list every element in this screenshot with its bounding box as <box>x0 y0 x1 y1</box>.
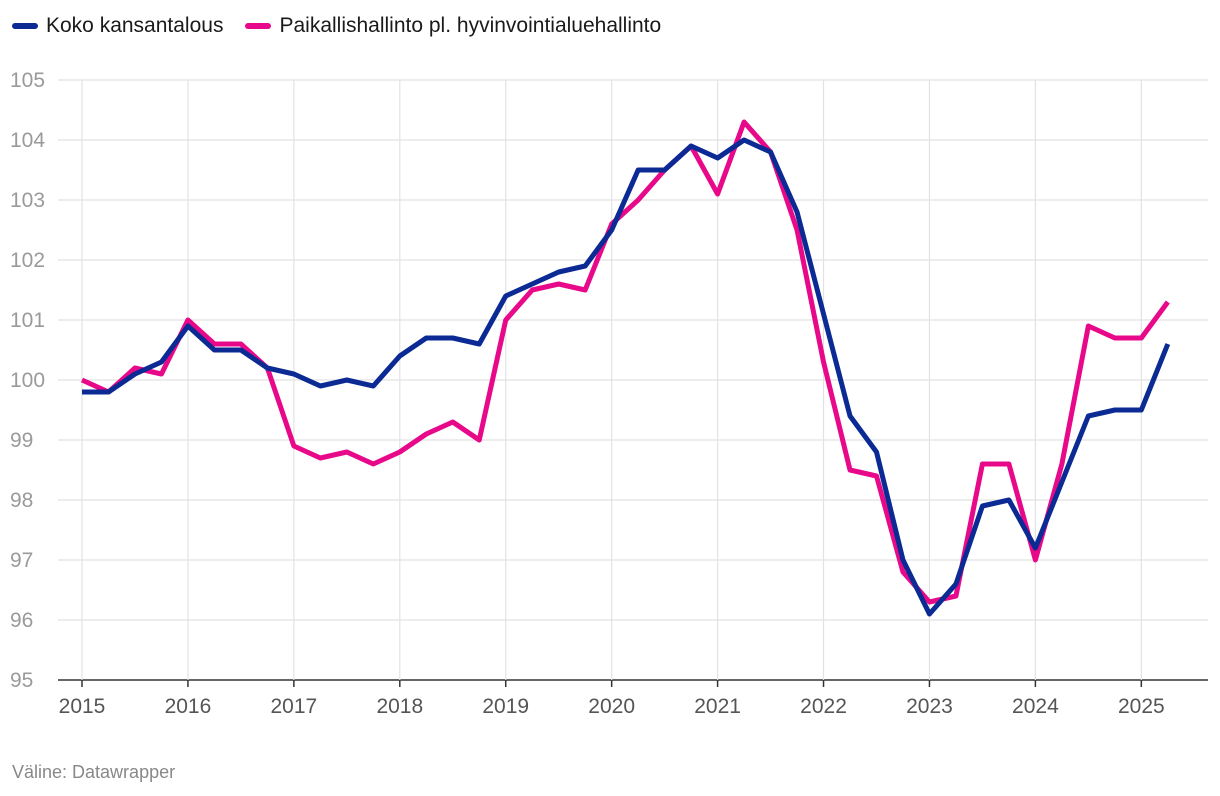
x-tick-label: 2025 <box>1118 695 1165 718</box>
x-tick-label: 2020 <box>588 695 635 718</box>
y-tick-label: 98 <box>10 489 33 512</box>
legend-item-paikallishallinto: Paikallishallinto pl. hyvinvointialuehal… <box>245 14 661 38</box>
legend-item-koko-kansantalous: Koko kansantalous <box>12 14 223 38</box>
y-axis-labels: 95 96 97 98 99 100 101 102 103 104 105 <box>10 69 45 692</box>
chart-legend: Koko kansantalous Paikallishallinto pl. … <box>12 14 683 38</box>
x-axis-labels: 2015 2016 2017 2018 2019 2020 2021 2022 2023 2024… <box>59 695 1165 718</box>
x-tick-label: 2017 <box>271 695 318 718</box>
y-tick-label: 101 <box>10 309 45 332</box>
series-lines <box>80 119 1171 617</box>
x-tick-label: 2015 <box>59 695 106 718</box>
x-axis-ticks <box>81 680 1143 687</box>
y-tick-label: 103 <box>10 189 45 212</box>
x-tick-label: 2021 <box>694 695 741 718</box>
y-tick-label: 102 <box>10 249 45 272</box>
legend-label-koko-kansantalous: Koko kansantalous <box>46 14 224 37</box>
x-tick-label: 2024 <box>1012 695 1059 718</box>
y-tick-label: 96 <box>10 609 33 632</box>
legend-swatch-koko-kansantalous <box>12 23 38 29</box>
x-tick-label: 2016 <box>165 695 212 718</box>
y-tick-label: 97 <box>10 549 33 572</box>
x-tick-label: 2023 <box>906 695 953 718</box>
legend-label-paikallishallinto: Paikallishallinto pl. hyvinvointialuehal… <box>279 14 662 37</box>
x-tick-label: 2019 <box>482 695 529 718</box>
y-tick-label: 100 <box>10 369 45 392</box>
y-tick-label: 105 <box>10 69 45 92</box>
x-tick-label: 2022 <box>800 695 847 718</box>
x-tick-label: 2018 <box>376 695 423 718</box>
y-tick-label: 95 <box>10 669 33 692</box>
legend-swatch-paikallishallinto <box>245 23 272 29</box>
y-tick-label: 99 <box>10 429 33 452</box>
source-note: Väline: Datawrapper <box>12 762 176 782</box>
gridlines <box>58 79 1208 681</box>
y-tick-label: 104 <box>10 129 45 152</box>
series-line-koko-kansantalous <box>82 137 1171 617</box>
